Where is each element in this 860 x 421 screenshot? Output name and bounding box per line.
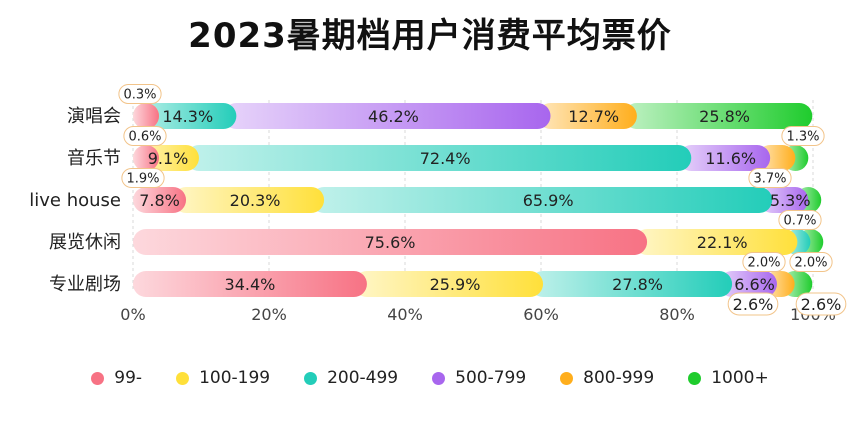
category-label: live house: [29, 190, 121, 211]
bar-segment: [353, 271, 544, 297]
callout-box: [742, 252, 786, 272]
callout-box: [727, 292, 779, 316]
legend-label: 800-999: [583, 368, 655, 388]
data-label: 9.1%: [148, 149, 189, 168]
data-label: 34.4%: [225, 275, 276, 294]
bar-segment: [133, 271, 367, 297]
legend-label: 100-199: [199, 368, 271, 388]
x-tick-label: 40%: [387, 305, 423, 324]
legend-label: 500-799: [455, 368, 527, 388]
data-label: 14.3%: [162, 107, 213, 126]
callout-label: 2.6%: [733, 295, 774, 314]
bar-segment: [133, 103, 159, 129]
data-label: 7.8%: [139, 191, 180, 210]
data-label: 6.6%: [734, 275, 775, 294]
legend-label: 99-: [114, 368, 143, 388]
bar-segment: [133, 103, 237, 129]
legend-swatch: [176, 371, 190, 385]
callout-label: 3.7%: [753, 172, 786, 187]
category-label: 音乐节: [67, 148, 121, 169]
bar-segment: [623, 103, 813, 129]
callout-box: [748, 168, 792, 188]
data-label: 25.9%: [430, 275, 481, 294]
legend-item: 1000+: [688, 368, 769, 388]
data-label: 46.2%: [368, 107, 419, 126]
bar-segment: [719, 271, 777, 297]
legend-item: 800-999: [560, 368, 654, 388]
legend-item: 500-799: [432, 368, 526, 388]
bar-segment: [133, 145, 159, 171]
bar-segment: [759, 187, 809, 213]
legend-swatch: [688, 371, 702, 385]
bar-segment: [133, 187, 187, 213]
x-tick-label: 60%: [523, 305, 559, 324]
legend-item: 200-499: [304, 368, 398, 388]
callout-box: [118, 84, 162, 104]
x-tick-label: 80%: [659, 305, 695, 324]
legend-swatch: [91, 371, 105, 385]
data-label: 11.6%: [705, 149, 756, 168]
callout-box: [795, 292, 847, 316]
legend-label: 200-499: [327, 368, 399, 388]
callout-label: 0.3%: [123, 88, 156, 103]
bar-segment: [311, 187, 773, 213]
bars: 14.3% 46.2% 12.7% 25.8% 9.1% 72.4% 11.6% 7.8% 20…: [133, 103, 824, 297]
category-label: 演唱会: [67, 106, 121, 127]
chart-title: 2023暑期档用户消费平均票价: [188, 16, 672, 56]
bar-segment: [223, 103, 551, 129]
bar-segment: [185, 145, 692, 171]
x-tick-label: 0%: [120, 305, 145, 324]
callout-label: 2.6%: [801, 295, 842, 314]
legend-item: 99-: [91, 368, 142, 388]
callouts: 0.3% 0.6% 1.3% 1.9% 3.7% 0.7% 2.0% 2.0% 2.6% 2.6%: [118, 84, 847, 316]
category-label: 展览休闲: [49, 232, 121, 253]
data-label: 5.3%: [770, 191, 811, 210]
callout-label: 1.9%: [126, 172, 159, 187]
callout-box: [121, 168, 165, 188]
callout-label: 1.3%: [786, 130, 819, 145]
legend: 99- 100-199 200-499 500-799 800-999 1000+: [0, 368, 860, 388]
callout-label: 0.7%: [783, 214, 816, 229]
data-label: 22.1%: [697, 233, 748, 252]
callout-label: 2.0%: [747, 256, 780, 271]
bar-segment: [133, 229, 648, 255]
bar-segment: [530, 271, 733, 297]
bar-segment: [173, 187, 325, 213]
callout-box: [778, 210, 822, 230]
legend-swatch: [304, 371, 318, 385]
callout-box: [781, 126, 825, 146]
data-label: 25.8%: [699, 107, 750, 126]
category-label: 专业剧场: [49, 274, 121, 295]
legend-swatch: [432, 371, 446, 385]
callout-label: 2.0%: [794, 256, 827, 271]
legend-swatch: [560, 371, 574, 385]
bar-segment: [678, 145, 771, 171]
data-label: 20.3%: [230, 191, 281, 210]
legend-label: 1000+: [711, 368, 769, 388]
callout-label: 0.6%: [128, 130, 161, 145]
data-label: 65.9%: [523, 191, 574, 210]
callout-box: [123, 126, 167, 146]
x-tick-label: 20%: [251, 305, 287, 324]
bar-segment: [537, 103, 637, 129]
data-label: 72.4%: [420, 149, 471, 168]
data-label: 12.7%: [568, 107, 619, 126]
callout-box: [789, 252, 833, 272]
bar-segment: [634, 229, 798, 255]
data-label: 27.8%: [612, 275, 663, 294]
data-label: 75.6%: [365, 233, 416, 252]
legend-item: 100-199: [176, 368, 270, 388]
